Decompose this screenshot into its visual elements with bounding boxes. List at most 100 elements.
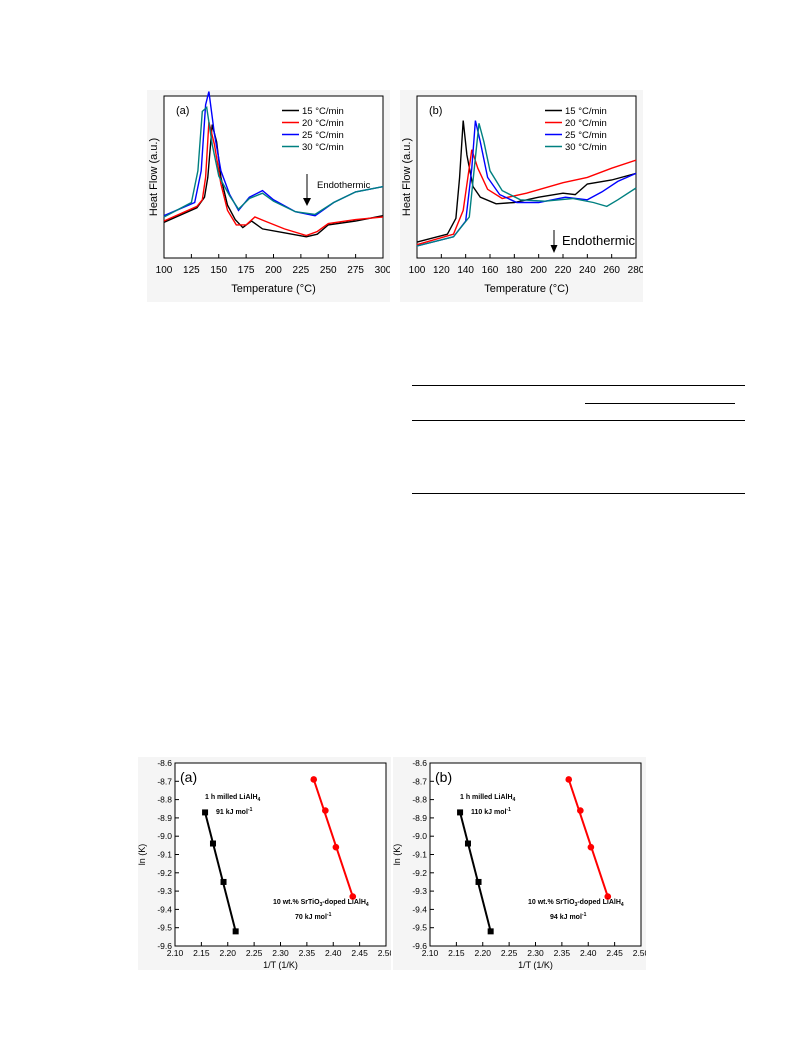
x-tick-label: 2.40 (325, 948, 342, 958)
x-tick-label: 275 (347, 265, 364, 276)
dsc-chart-a: 100 125 150 175 200 225 250 275 300 Temperature (… (148, 91, 390, 295)
panel-label: (b) (435, 769, 452, 785)
x-tick-label: 175 (238, 265, 255, 276)
y-axis-label: Heat Flow (a.u.) (401, 138, 413, 216)
fit-line (567, 779, 609, 897)
x-tick-label: 125 (183, 265, 200, 276)
x-tick-label: 280 (628, 265, 643, 276)
x-tick-label: 240 (579, 265, 596, 276)
x-tick-label: 2.10 (167, 948, 184, 958)
y-tick-label: -9.5 (157, 923, 172, 933)
y-tick-label: -9.1 (157, 850, 172, 860)
data-point-square (457, 809, 464, 816)
x-tick-label: 160 (482, 265, 499, 276)
y-tick-label: -9.1 (412, 850, 427, 860)
x-tick-label: 260 (603, 265, 620, 276)
y-tick-label: -9.5 (412, 923, 427, 933)
fit-line (312, 779, 354, 897)
x-tick-label: 2.20 (219, 948, 236, 958)
kissinger-panel-b: 2.10 2.15 2.20 2.25 2.30 2.35 2.40 2.45 2.50 -8.6… (393, 757, 646, 970)
plot-frame (429, 762, 642, 947)
data-point-circle (587, 843, 595, 851)
data-point-square (475, 878, 482, 885)
panel-label: (a) (176, 105, 189, 117)
x-axis-label: Temperature (°C) (484, 283, 568, 295)
fit-line (204, 812, 237, 932)
label-undoped-energy: 91 kJ mol-1 (216, 807, 253, 816)
legend-entry: 30 °C/min (565, 142, 607, 153)
panel-label: (b) (429, 105, 442, 117)
y-axis-label: ln (K) (138, 844, 147, 866)
series-line (163, 105, 384, 218)
x-tick-label: 2.40 (580, 948, 597, 958)
y-tick-label: -8.9 (412, 813, 427, 823)
y-tick-label: -9.2 (157, 868, 172, 878)
y-tick-label: -9.2 (412, 868, 427, 878)
x-axis-label: 1/T (1/K) (518, 960, 553, 970)
table-top-rule (412, 385, 745, 386)
table-bottom-rule (412, 493, 745, 494)
table-group-rule (585, 403, 735, 404)
y-axis-label: ln (K) (393, 844, 402, 866)
y-tick-label: -8.7 (157, 776, 172, 786)
legend-entry: 15 °C/min (565, 106, 607, 117)
data-point-square (232, 928, 239, 935)
y-tick-label: -9.3 (412, 886, 427, 896)
x-tick-label: 2.50 (633, 948, 646, 958)
x-tick-label: 2.25 (246, 948, 263, 958)
legend-entry: 20 °C/min (565, 118, 607, 129)
y-tick-label: -8.7 (412, 776, 427, 786)
x-tick-label: 300 (375, 265, 390, 276)
x-tick-label: 150 (210, 265, 227, 276)
y-tick-label: -8.6 (157, 758, 172, 768)
label-undoped-sample: 1 h milled LiAlH4 (205, 794, 261, 803)
dsc-panel-b: 100 120 140 160 180 200 220 240 260 280 Temperatur… (400, 90, 643, 302)
data-point-circle (322, 807, 329, 814)
x-tick-label: 180 (506, 265, 523, 276)
x-tick-label: 140 (457, 265, 474, 276)
label-undoped-energy: 110 kJ mol-1 (471, 807, 511, 816)
series-line (416, 120, 637, 243)
data-point-square (487, 928, 494, 935)
x-tick-label: 2.20 (474, 948, 491, 958)
y-tick-label: -9.6 (412, 941, 427, 951)
data-point-square (202, 809, 209, 816)
x-tick-label: 2.30 (272, 948, 289, 958)
series-line (163, 121, 384, 237)
legend-entry: 30 °C/min (302, 142, 344, 153)
y-tick-label: -9.4 (157, 904, 172, 914)
x-tick-label: 2.25 (501, 948, 518, 958)
data-point-circle (577, 807, 584, 814)
plot-frame (416, 95, 637, 259)
kissinger-chart-b: 2.10 2.15 2.20 2.25 2.30 2.35 2.40 2.45 2.50 -8.6… (393, 758, 646, 970)
kissinger-panel-a: 2.10 2.15 2.20 2.25 2.30 2.35 2.40 2.45 2.50 -8.6… (138, 757, 391, 970)
fit-line (459, 812, 492, 932)
x-tick-label: 250 (320, 265, 337, 276)
data-point-circle (332, 843, 340, 851)
data-point-square (209, 840, 216, 847)
series-line (163, 124, 384, 238)
table-header-rule (412, 420, 745, 421)
y-tick-label: -9.0 (412, 831, 427, 841)
kissinger-chart-a: 2.10 2.15 2.20 2.25 2.30 2.35 2.40 2.45 2.50 -8.6… (138, 758, 391, 970)
endothermic-label: Endothermic (562, 233, 635, 248)
data-point-circle (565, 776, 573, 783)
legend-entry: 25 °C/min (302, 130, 344, 141)
y-tick-label: -8.6 (412, 758, 427, 768)
data-point-circle (604, 893, 612, 900)
x-tick-label: 2.45 (351, 948, 368, 958)
endothermic-arrowhead (303, 198, 311, 206)
data-point-circle (349, 893, 357, 900)
x-tick-label: 100 (156, 265, 173, 276)
y-tick-label: -8.9 (157, 813, 172, 823)
x-tick-label: 2.35 (299, 948, 316, 958)
x-tick-label: 120 (433, 265, 450, 276)
x-axis-label: Temperature (°C) (231, 283, 315, 295)
x-tick-label: 220 (555, 265, 572, 276)
data-point-square (220, 878, 227, 885)
dsc-panel-a: 100 125 150 175 200 225 250 275 300 Temperature (… (147, 90, 390, 302)
label-doped-energy: 94 kJ mol-1 (550, 912, 587, 921)
x-tick-label: 225 (293, 265, 310, 276)
endothermic-label: Endothermic (317, 180, 371, 191)
x-tick-label: 2.50 (378, 948, 391, 958)
